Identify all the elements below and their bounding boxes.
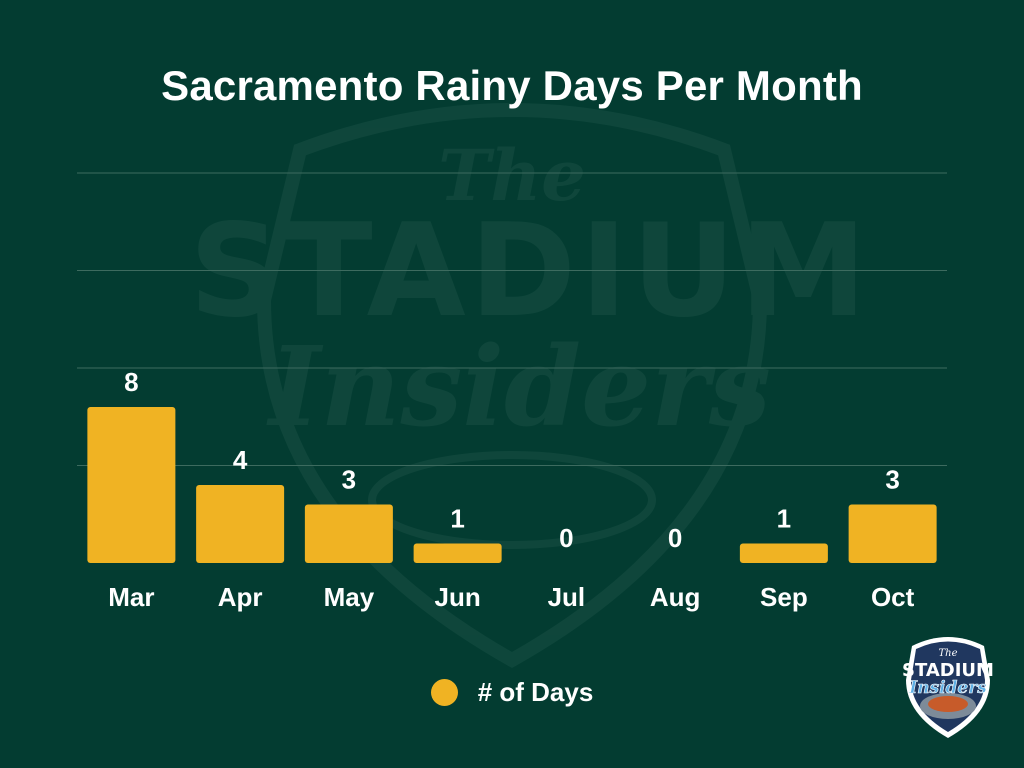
logo-insiders-text: Insiders	[908, 678, 987, 698]
value-label-may: 3	[342, 465, 356, 495]
bar-sep	[739, 543, 828, 563]
x-tick-labels: Mar Apr May Jun Jul Aug Sep Oct	[108, 582, 914, 612]
value-label-oct: 3	[885, 465, 899, 495]
bar-may	[304, 504, 393, 563]
x-tick-may: May	[324, 582, 375, 612]
x-tick-apr: Apr	[218, 582, 263, 612]
x-tick-mar: Mar	[108, 582, 154, 612]
x-tick-jun: Jun	[435, 582, 481, 612]
chart-title: Sacramento Rainy Days Per Month	[161, 62, 863, 109]
bars	[87, 407, 937, 563]
value-label-jul: 0	[559, 523, 573, 553]
stadium-insiders-logo: The STADIUM Insiders	[902, 637, 994, 738]
bar-oct	[848, 504, 937, 563]
value-label-aug: 0	[668, 523, 682, 553]
value-label-jun: 1	[450, 504, 464, 534]
x-tick-oct: Oct	[871, 582, 915, 612]
x-tick-aug: Aug	[650, 582, 701, 612]
bar-jun	[413, 543, 502, 563]
bar-mar	[87, 407, 176, 563]
logo-stadium-text: STADIUM	[902, 660, 994, 681]
legend-label: # of Days	[477, 676, 594, 707]
logo-the-text: The	[938, 648, 957, 659]
grid-lines	[77, 172, 947, 466]
value-label-apr: 4	[233, 445, 248, 475]
x-tick-sep: Sep	[760, 582, 808, 612]
bar-apr	[196, 485, 285, 563]
value-labels: 8 4 3 1 0 0 1 3	[124, 367, 900, 553]
legend: # of Days	[0, 672, 1024, 712]
value-label-mar: 8	[124, 367, 138, 397]
value-label-sep: 1	[777, 504, 791, 534]
x-tick-jul: Jul	[548, 582, 586, 612]
legend-swatch	[430, 678, 458, 706]
